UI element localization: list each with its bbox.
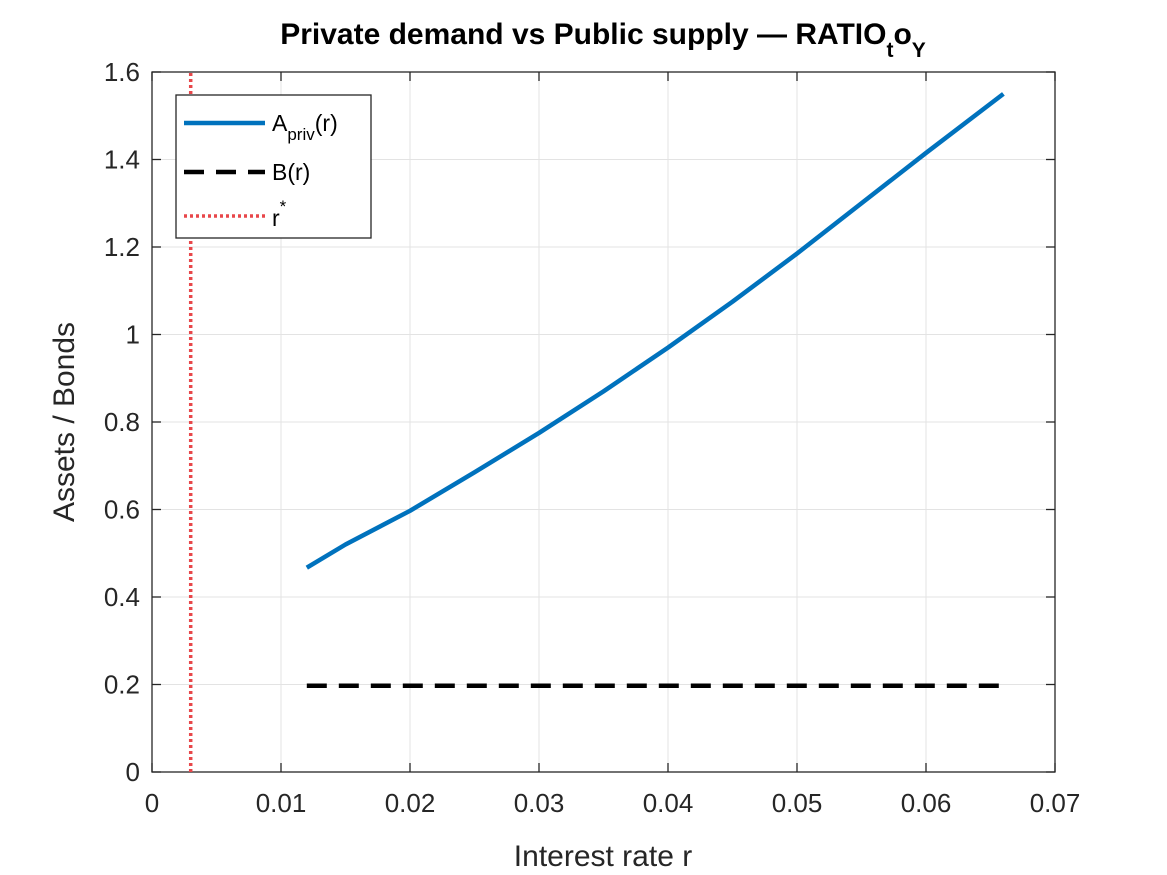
x-axis-label: Interest rate r (514, 840, 692, 873)
legend-label-apriv-sub: priv (287, 125, 315, 144)
x-tick-label: 0.06 (901, 788, 952, 818)
y-tick-label: 0 (126, 757, 140, 787)
legend-label-b: B(r) (272, 159, 310, 185)
y-tick-label: 1.2 (104, 232, 140, 262)
y-tick-label: 0.8 (104, 407, 140, 437)
x-tick-label: 0.05 (772, 788, 823, 818)
y-axis-label: Assets / Bonds (48, 322, 81, 522)
axis-ticks (151, 71, 1056, 773)
x-tick-label: 0.04 (643, 788, 694, 818)
legend-label-apriv-tail: (r) (315, 110, 338, 136)
legend-label-rstar-sup: * (280, 197, 287, 216)
legend-label-apriv: Apriv(r) (272, 110, 338, 144)
x-tick-label: 0 (145, 788, 159, 818)
y-tick-label: 0.4 (104, 582, 140, 612)
x-tick-labels: 0 0.01 0.02 0.03 0.04 0.05 0.06 0.07 (145, 788, 1081, 818)
legend-label-rstar: r* (272, 197, 287, 231)
y-tick-labels: 0 0.2 0.4 0.6 0.8 1 1.2 1.4 1.6 (104, 57, 140, 787)
y-tick-label: 0.2 (104, 670, 140, 700)
legend-box (175, 94, 372, 239)
chart-title-main: Private demand vs Public supply — RATIO (280, 18, 886, 51)
x-tick-label: 0.01 (256, 788, 307, 818)
y-tick-label: 1 (126, 320, 140, 350)
series-line-apriv (305, 92, 1005, 570)
chart-title-mid: o (893, 18, 911, 51)
y-tick-label: 1.4 (104, 145, 140, 175)
chart-title-sub2: Y (912, 39, 926, 62)
y-tick-label: 1.6 (104, 57, 140, 87)
legend: Apriv(r) B(r) r* (175, 94, 372, 239)
x-tick-label: 0.03 (514, 788, 565, 818)
y-tick-label: 0.6 (104, 495, 140, 525)
legend-label-rstar-base: r (272, 205, 280, 231)
x-tick-label: 0.07 (1030, 788, 1081, 818)
chart-title: Private demand vs Public supply — RATIOt… (280, 18, 926, 62)
x-tick-label: 0.02 (385, 788, 436, 818)
chart-title-sub1: t (886, 39, 893, 62)
legend-label-apriv-base: A (272, 110, 288, 136)
